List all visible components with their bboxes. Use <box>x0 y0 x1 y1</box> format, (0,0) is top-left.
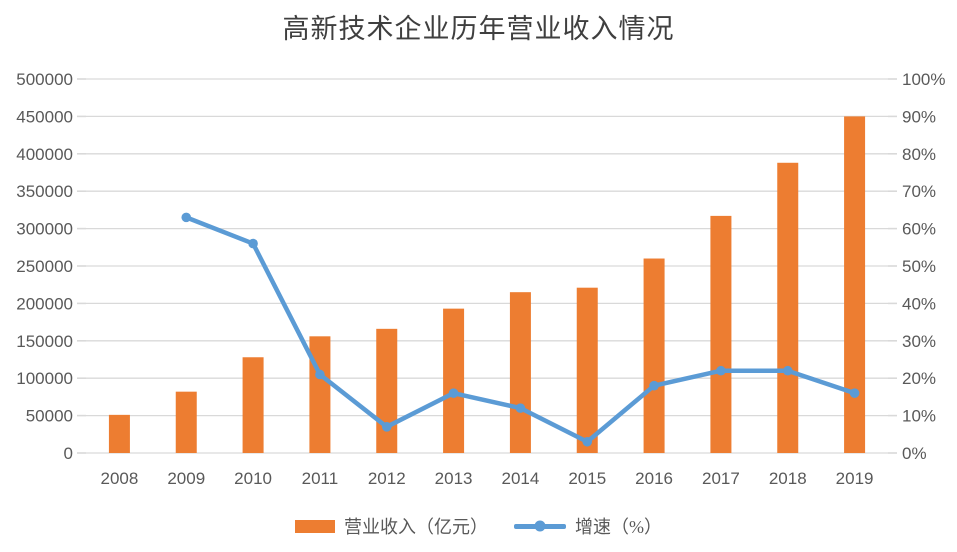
x-axis-label: 2019 <box>836 469 874 488</box>
bar-2010 <box>242 357 264 453</box>
x-axis-label: 2011 <box>302 469 339 488</box>
right-axis-label: 50% <box>902 257 936 276</box>
left-axis-label: 50000 <box>26 407 73 426</box>
right-axis-label: 30% <box>902 332 936 351</box>
x-axis-label: 2016 <box>635 469 673 488</box>
bar-2008 <box>108 414 130 453</box>
growth-line-point <box>448 388 459 398</box>
left-axis-label: 300000 <box>16 220 73 239</box>
left-axis-label: 450000 <box>16 107 73 126</box>
growth-line-point <box>381 422 392 432</box>
legend-bar-swatch <box>295 519 335 533</box>
bar-2014 <box>509 292 531 453</box>
left-axis-label: 150000 <box>16 332 73 351</box>
bar-2011 <box>309 336 331 453</box>
legend-label-revenue: 营业收入（亿元） <box>344 517 488 537</box>
bar-2009 <box>175 391 197 453</box>
right-axis-label: 100% <box>902 70 945 89</box>
bar-2016 <box>643 258 665 453</box>
x-axis-label: 2018 <box>769 469 807 488</box>
x-axis-label: 2012 <box>368 469 406 488</box>
growth-line-point <box>248 238 258 249</box>
growth-line-point <box>315 369 325 380</box>
growth-line-point <box>582 436 593 447</box>
bar-2019 <box>844 116 866 454</box>
legend-line-marker-dot <box>534 520 546 532</box>
x-axis-label: 2013 <box>435 469 473 488</box>
chart-title: 高新技术企业历年营业收入情况 <box>282 14 675 44</box>
left-axis-label: 200000 <box>16 294 73 313</box>
left-axis-label: 0 <box>64 444 73 463</box>
right-axis-label: 10% <box>902 407 936 426</box>
left-axis-label: 100000 <box>16 369 73 388</box>
x-axis-label: 2009 <box>167 469 205 488</box>
x-axis-label: 2014 <box>502 469 540 488</box>
legend-label-growth: 增速（%） <box>575 517 662 537</box>
growth-line-point <box>515 403 526 413</box>
left-axis-label: 250000 <box>16 257 73 276</box>
right-axis-label: 20% <box>902 369 936 388</box>
legend-item-growth: 增速（%） <box>514 513 662 539</box>
bar-2017 <box>710 215 732 453</box>
right-axis-label: 80% <box>902 145 936 164</box>
bar-2015 <box>576 287 598 453</box>
bar-2012 <box>376 328 398 453</box>
right-axis-label: 0% <box>902 444 927 463</box>
x-axis-label: 2010 <box>234 469 272 488</box>
bar-2018 <box>777 162 799 453</box>
right-axis-label: 70% <box>902 182 936 201</box>
growth-line-point <box>716 365 726 376</box>
right-axis-label: 40% <box>902 294 936 313</box>
growth-line-point <box>782 365 793 376</box>
left-axis-label: 500000 <box>16 70 73 89</box>
legend: 营业收入（亿元） 增速（%） <box>0 511 957 541</box>
right-axis-label: 90% <box>902 107 936 126</box>
growth-line-point <box>181 212 192 223</box>
legend-item-revenue: 营业收入（亿元） <box>295 513 488 539</box>
bar-2013 <box>443 308 465 453</box>
x-axis-label: 2017 <box>702 469 740 488</box>
left-axis-label: 350000 <box>16 182 73 201</box>
x-axis-label: 2015 <box>568 469 606 488</box>
x-axis-label: 2008 <box>101 469 139 488</box>
growth-line-point <box>649 380 659 391</box>
right-axis-label: 60% <box>902 220 936 239</box>
legend-line-swatch <box>514 520 566 532</box>
growth-line-point <box>849 388 860 398</box>
left-axis-label: 400000 <box>16 145 73 164</box>
